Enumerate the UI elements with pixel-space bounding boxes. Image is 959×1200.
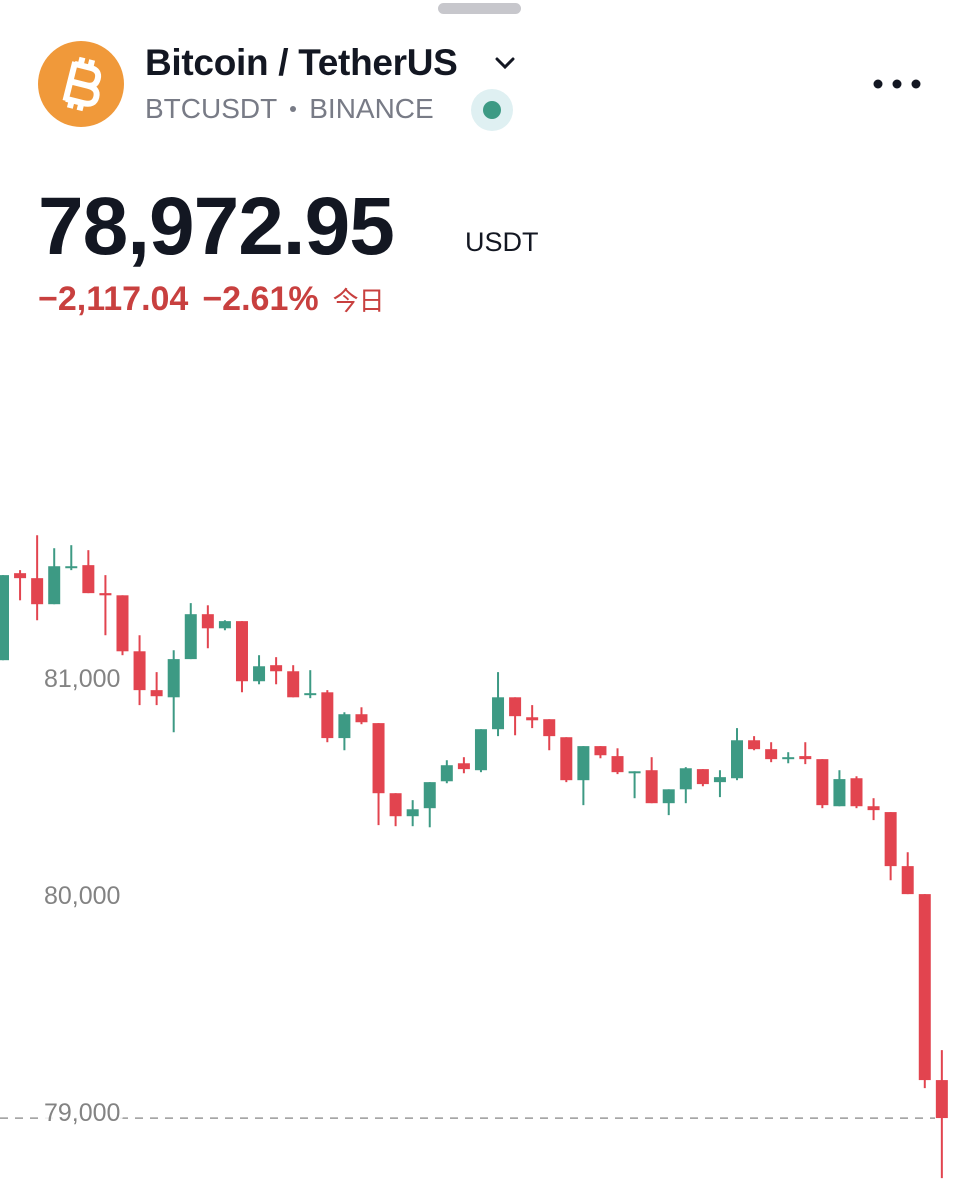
- candle-body: [116, 595, 129, 652]
- candle-body: [82, 565, 95, 594]
- candle-body: [611, 756, 624, 773]
- candle-body: [662, 789, 675, 804]
- ticker: BTCUSDT: [145, 93, 278, 124]
- more-menu[interactable]: [873, 79, 921, 89]
- candle-body: [577, 746, 590, 781]
- candle-body: [594, 746, 607, 756]
- candle-body: [65, 566, 78, 569]
- symbol-title[interactable]: Bitcoin / TetherUS: [145, 42, 458, 83]
- candle-body: [133, 651, 146, 691]
- candle-body: [560, 737, 573, 781]
- candle-body: [782, 757, 795, 760]
- last-price: 78,972.95: [38, 181, 395, 272]
- candle-body: [918, 894, 931, 1081]
- candle-body: [748, 740, 761, 750]
- candle-body: [440, 765, 453, 782]
- candle-body: [355, 714, 368, 723]
- candle-body: [253, 666, 266, 682]
- candle-body: [0, 575, 9, 661]
- symbol-dropdown[interactable]: [495, 57, 515, 70]
- candle-body: [731, 740, 744, 779]
- candle-body: [935, 1080, 948, 1119]
- candle-body: [31, 578, 44, 605]
- candle-body: [338, 714, 351, 739]
- candle-body: [48, 566, 61, 605]
- candle-body: [901, 866, 914, 895]
- candle-body: [509, 697, 522, 717]
- candle-body: [14, 573, 27, 579]
- candle-body: [287, 671, 300, 698]
- separator-dot: [290, 106, 297, 112]
- candle-body: [99, 593, 112, 596]
- candle-body: [645, 770, 658, 804]
- candle-body: [816, 759, 829, 806]
- candle-body: [406, 809, 419, 817]
- drag-handle[interactable]: [438, 3, 521, 14]
- candle-body: [270, 665, 283, 672]
- currency: USDT: [465, 227, 539, 257]
- coin-logo: [38, 41, 124, 127]
- candle-body: [457, 763, 470, 770]
- candle-body: [713, 777, 726, 783]
- change-value: −2,117.04: [38, 280, 189, 318]
- candle-body: [235, 621, 248, 682]
- change-percent: −2.61%: [202, 280, 319, 318]
- candle-body: [492, 697, 505, 730]
- symbol-subtitle: BTCUSDT BINANCE: [145, 93, 434, 125]
- y-tick-label: 79,000: [44, 1099, 120, 1127]
- candle-body: [321, 692, 334, 739]
- candle-body: [201, 614, 214, 629]
- candle-body: [696, 769, 709, 785]
- candle-body: [389, 793, 402, 817]
- candle-body: [184, 614, 197, 660]
- candle-body: [167, 659, 180, 698]
- change-period: 今日: [332, 286, 385, 316]
- candle-body: [372, 723, 385, 794]
- candle-body: [884, 812, 897, 867]
- candle-body: [218, 621, 231, 629]
- candle-body: [304, 693, 317, 696]
- candle-body: [526, 717, 539, 721]
- y-tick-label: 80,000: [44, 882, 120, 910]
- exchange: BINANCE: [309, 93, 434, 124]
- price-change: −2,117.04 −2.61% 今日: [38, 280, 385, 319]
- candle-body: [850, 778, 863, 807]
- candle-body: [867, 806, 880, 811]
- candle-body: [628, 771, 641, 774]
- status-indicator: [471, 89, 513, 131]
- candle-body: [150, 690, 163, 697]
- candle-body: [799, 756, 812, 760]
- y-tick-label: 81,000: [44, 665, 120, 693]
- candle-body: [423, 782, 436, 809]
- candle-body: [765, 749, 778, 760]
- candle-body: [679, 768, 692, 790]
- candle-body: [474, 729, 487, 771]
- header-graphics: [38, 3, 921, 131]
- candle-body: [543, 719, 556, 737]
- candle-body: [833, 779, 846, 807]
